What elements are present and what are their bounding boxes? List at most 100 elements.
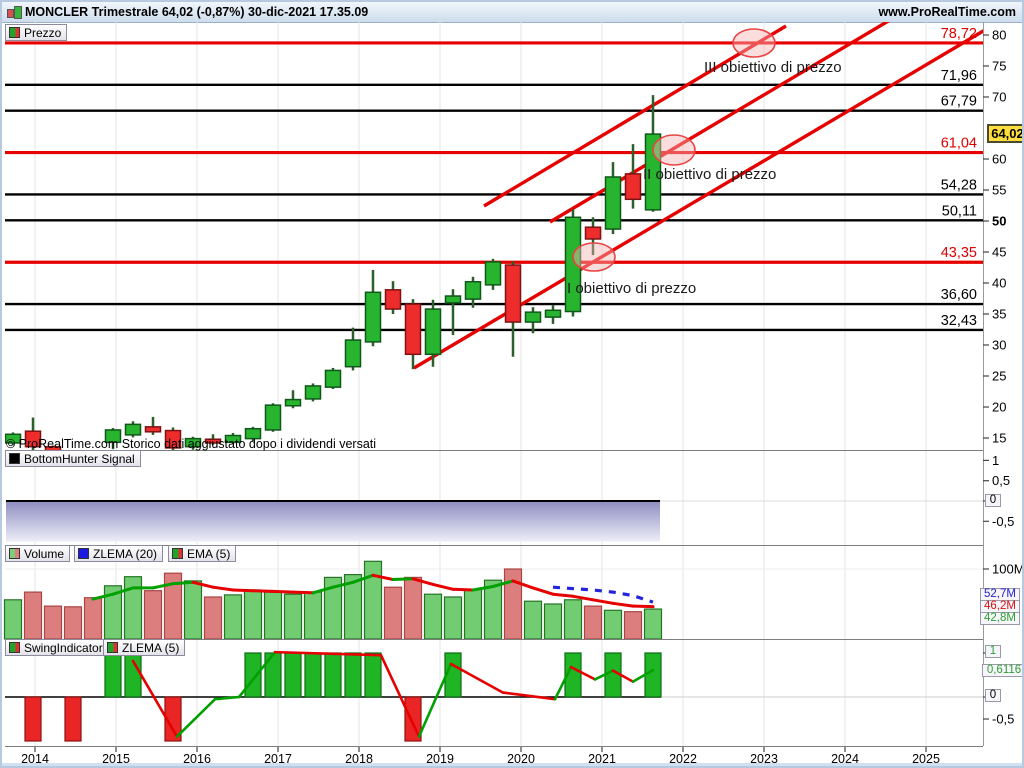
candle-body bbox=[484, 261, 502, 286]
ema5-line-segment bbox=[291, 590, 315, 595]
volume-bar bbox=[423, 593, 443, 640]
swing-bar bbox=[644, 652, 662, 698]
volume-bar bbox=[243, 589, 263, 640]
ema5-line-segment bbox=[571, 594, 595, 602]
swing-zlema5-segment bbox=[611, 669, 635, 683]
price-axis-label: 25 bbox=[992, 369, 1006, 384]
swing-panel bbox=[5, 650, 983, 742]
volume-bar bbox=[443, 596, 463, 640]
tab-zlema5-label: ZLEMA (5) bbox=[122, 640, 180, 655]
volume-bar bbox=[23, 591, 43, 640]
volume-bar bbox=[263, 591, 283, 640]
swing-bar bbox=[344, 652, 362, 698]
volume-bar bbox=[183, 580, 203, 640]
ema5-line-segment bbox=[311, 585, 335, 595]
ema5-line-segment bbox=[471, 585, 495, 592]
tab-swingindicator-label: SwingIndicator bbox=[24, 640, 103, 655]
volume-bar bbox=[563, 599, 583, 640]
volume-bar bbox=[643, 608, 663, 640]
price-axis-label: 75 bbox=[992, 59, 1006, 74]
tab-volume[interactable]: Volume bbox=[5, 545, 71, 562]
prorealtime-link[interactable]: www.ProRealTime.com bbox=[878, 5, 1016, 19]
time-axis: 2014 2015 2016 2017 2018 2019 2020 2021 2022 2023… bbox=[21, 747, 940, 766]
price-target-1-annotation: I obiettivo di prezzo bbox=[567, 280, 697, 297]
swing-bar bbox=[304, 652, 322, 698]
zlema20-series-icon bbox=[78, 548, 89, 559]
candle-body bbox=[564, 216, 582, 313]
year-label: 2016 bbox=[183, 752, 211, 766]
swing-last-value-box: 0,6116 bbox=[982, 664, 1022, 677]
bottomhunter-panel bbox=[5, 500, 983, 542]
candle-body bbox=[644, 133, 662, 211]
ema5-line-segment bbox=[611, 601, 635, 608]
volume-bar bbox=[303, 591, 323, 640]
ema5-line-segment bbox=[411, 577, 435, 586]
year-label: 2021 bbox=[588, 752, 616, 766]
bottomhunter-zero-box: 0 bbox=[985, 494, 1001, 507]
swing-bar bbox=[324, 652, 342, 698]
volume-panel bbox=[3, 560, 983, 640]
level-price-label: 71,96 bbox=[941, 68, 977, 84]
swing-bar bbox=[284, 652, 302, 698]
tab-zlema5[interactable]: ZLEMA (5) bbox=[103, 639, 186, 656]
target-ellipse bbox=[652, 134, 696, 166]
ema5-line-segment bbox=[631, 604, 655, 609]
candle-body bbox=[24, 430, 42, 448]
swing-zlema5-segment bbox=[213, 695, 241, 701]
candle-body bbox=[544, 309, 562, 318]
tab-bottomhunter[interactable]: BottomHunter Signal bbox=[5, 450, 141, 467]
tab-bottomhunter-label: BottomHunter Signal bbox=[24, 451, 135, 466]
target-ellipse bbox=[732, 28, 776, 58]
swing-zlema5-segment bbox=[501, 691, 557, 701]
window-bottom-edge bbox=[2, 763, 1022, 766]
year-label: 2019 bbox=[426, 752, 454, 766]
target-price-label: 61,04 bbox=[941, 136, 977, 152]
swing-zero-box: 0 bbox=[985, 689, 1001, 702]
ema5-line-segment bbox=[331, 580, 355, 589]
candle-body bbox=[424, 308, 442, 356]
swing-bar bbox=[64, 696, 82, 742]
year-label: 2020 bbox=[507, 752, 535, 766]
tab-ema5[interactable]: EMA (5) bbox=[168, 545, 237, 562]
bottomhunter-axis: 1 0,5 -0,5 bbox=[983, 453, 1014, 529]
candle-body bbox=[44, 445, 62, 450]
ema5-line-segment bbox=[171, 580, 195, 586]
swing-zlema5-segment bbox=[379, 653, 421, 738]
swing-zlema5-segment bbox=[131, 659, 179, 738]
swing-bar bbox=[24, 696, 42, 742]
ema5-line-segment bbox=[191, 580, 215, 589]
price-axis-label: 55 bbox=[992, 183, 1006, 198]
level-price-label: 32,43 bbox=[941, 313, 977, 329]
candle-body bbox=[504, 264, 522, 323]
tab-swingindicator[interactable]: SwingIndicator bbox=[5, 639, 109, 656]
price-axis-label: 70 bbox=[992, 90, 1006, 105]
year-label: 2025 bbox=[912, 752, 940, 766]
tab-prezzo[interactable]: Prezzo bbox=[5, 24, 68, 41]
volume-bar bbox=[123, 576, 143, 640]
candle-body bbox=[404, 303, 422, 356]
volume-axis: 100M bbox=[983, 562, 1022, 577]
trend-line bbox=[549, 22, 890, 224]
swing-zlema5-segment bbox=[175, 697, 217, 738]
bottomhunter-axis-label: -0,5 bbox=[992, 514, 1014, 529]
volume-bar bbox=[463, 588, 483, 640]
candle-body bbox=[624, 173, 642, 201]
candle-body bbox=[524, 311, 542, 323]
tab-zlema20[interactable]: ZLEMA (20) bbox=[74, 545, 164, 562]
year-label: 2015 bbox=[102, 752, 130, 766]
volume-bar bbox=[3, 599, 23, 640]
price-panel bbox=[5, 22, 983, 450]
year-label: 2023 bbox=[750, 752, 778, 766]
ema5-line-segment bbox=[511, 579, 535, 590]
target-ellipse bbox=[572, 242, 616, 272]
swing-zlema5-segment bbox=[237, 650, 277, 699]
price-series-icon bbox=[9, 27, 20, 38]
ema5-line-segment bbox=[211, 585, 235, 592]
volume-bar bbox=[383, 586, 403, 640]
swing-bar bbox=[124, 652, 142, 698]
swing-series-icon bbox=[9, 642, 20, 653]
candle-body bbox=[124, 423, 142, 436]
swing-bar bbox=[104, 652, 122, 698]
